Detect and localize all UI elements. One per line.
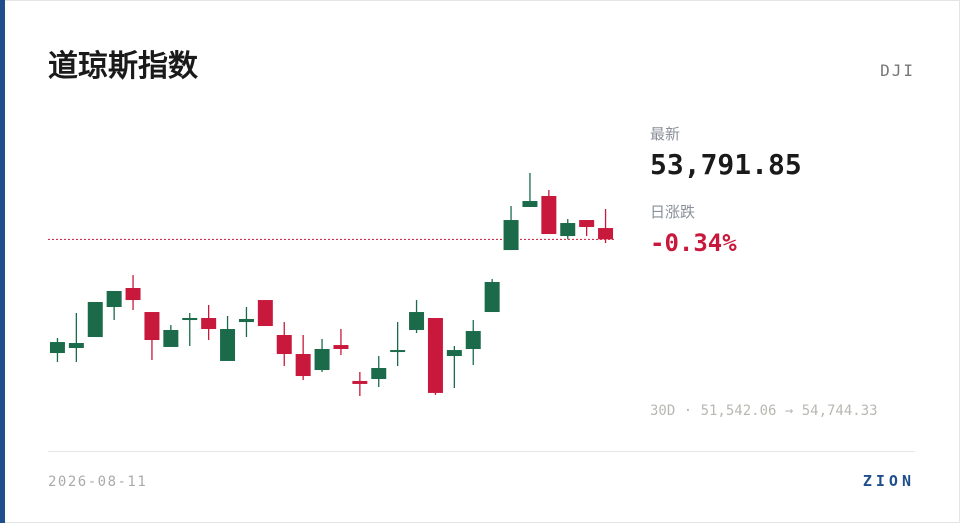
candle-body [409,312,425,330]
latest-value: 53,791.85 [650,148,802,181]
date: 2026-08-11 [48,474,147,490]
candle-body [49,342,65,354]
candle-body [598,228,614,240]
candle-body [163,329,179,347]
candle-body [125,287,141,301]
candle-body [503,220,519,251]
change-value: -0.34% [650,229,737,257]
candle-body [427,318,443,393]
candle-body [144,312,160,341]
candle-body [106,290,122,308]
candle-body [87,301,103,338]
candle-body [333,345,349,349]
candle-body [390,350,406,353]
candle-body [446,350,462,357]
latest-label: 最新 [650,125,680,143]
candle-body [68,343,84,349]
candle-body [579,220,595,227]
brand: ZION [863,472,915,490]
candle-body [276,335,292,355]
candle-body [314,348,330,371]
candle-body [201,318,217,330]
candle-body [257,300,273,327]
candle-body [238,318,254,323]
ticker: DJI [880,61,915,80]
accent-bar [0,0,5,523]
candle-body [182,318,198,321]
candle-body [522,201,538,208]
candle-body [352,380,368,384]
candle-body [295,354,311,377]
candle-body [484,282,500,313]
candle-body [371,368,387,380]
candle-body [465,331,481,349]
title: 道琼斯指数 [48,49,199,84]
candle-body [541,196,557,235]
range-label: 30D · 51,542.06 → 54,744.33 [650,403,878,419]
candle-body [220,329,236,361]
change-label: 日涨跌 [650,203,695,221]
candle-body [560,223,576,237]
